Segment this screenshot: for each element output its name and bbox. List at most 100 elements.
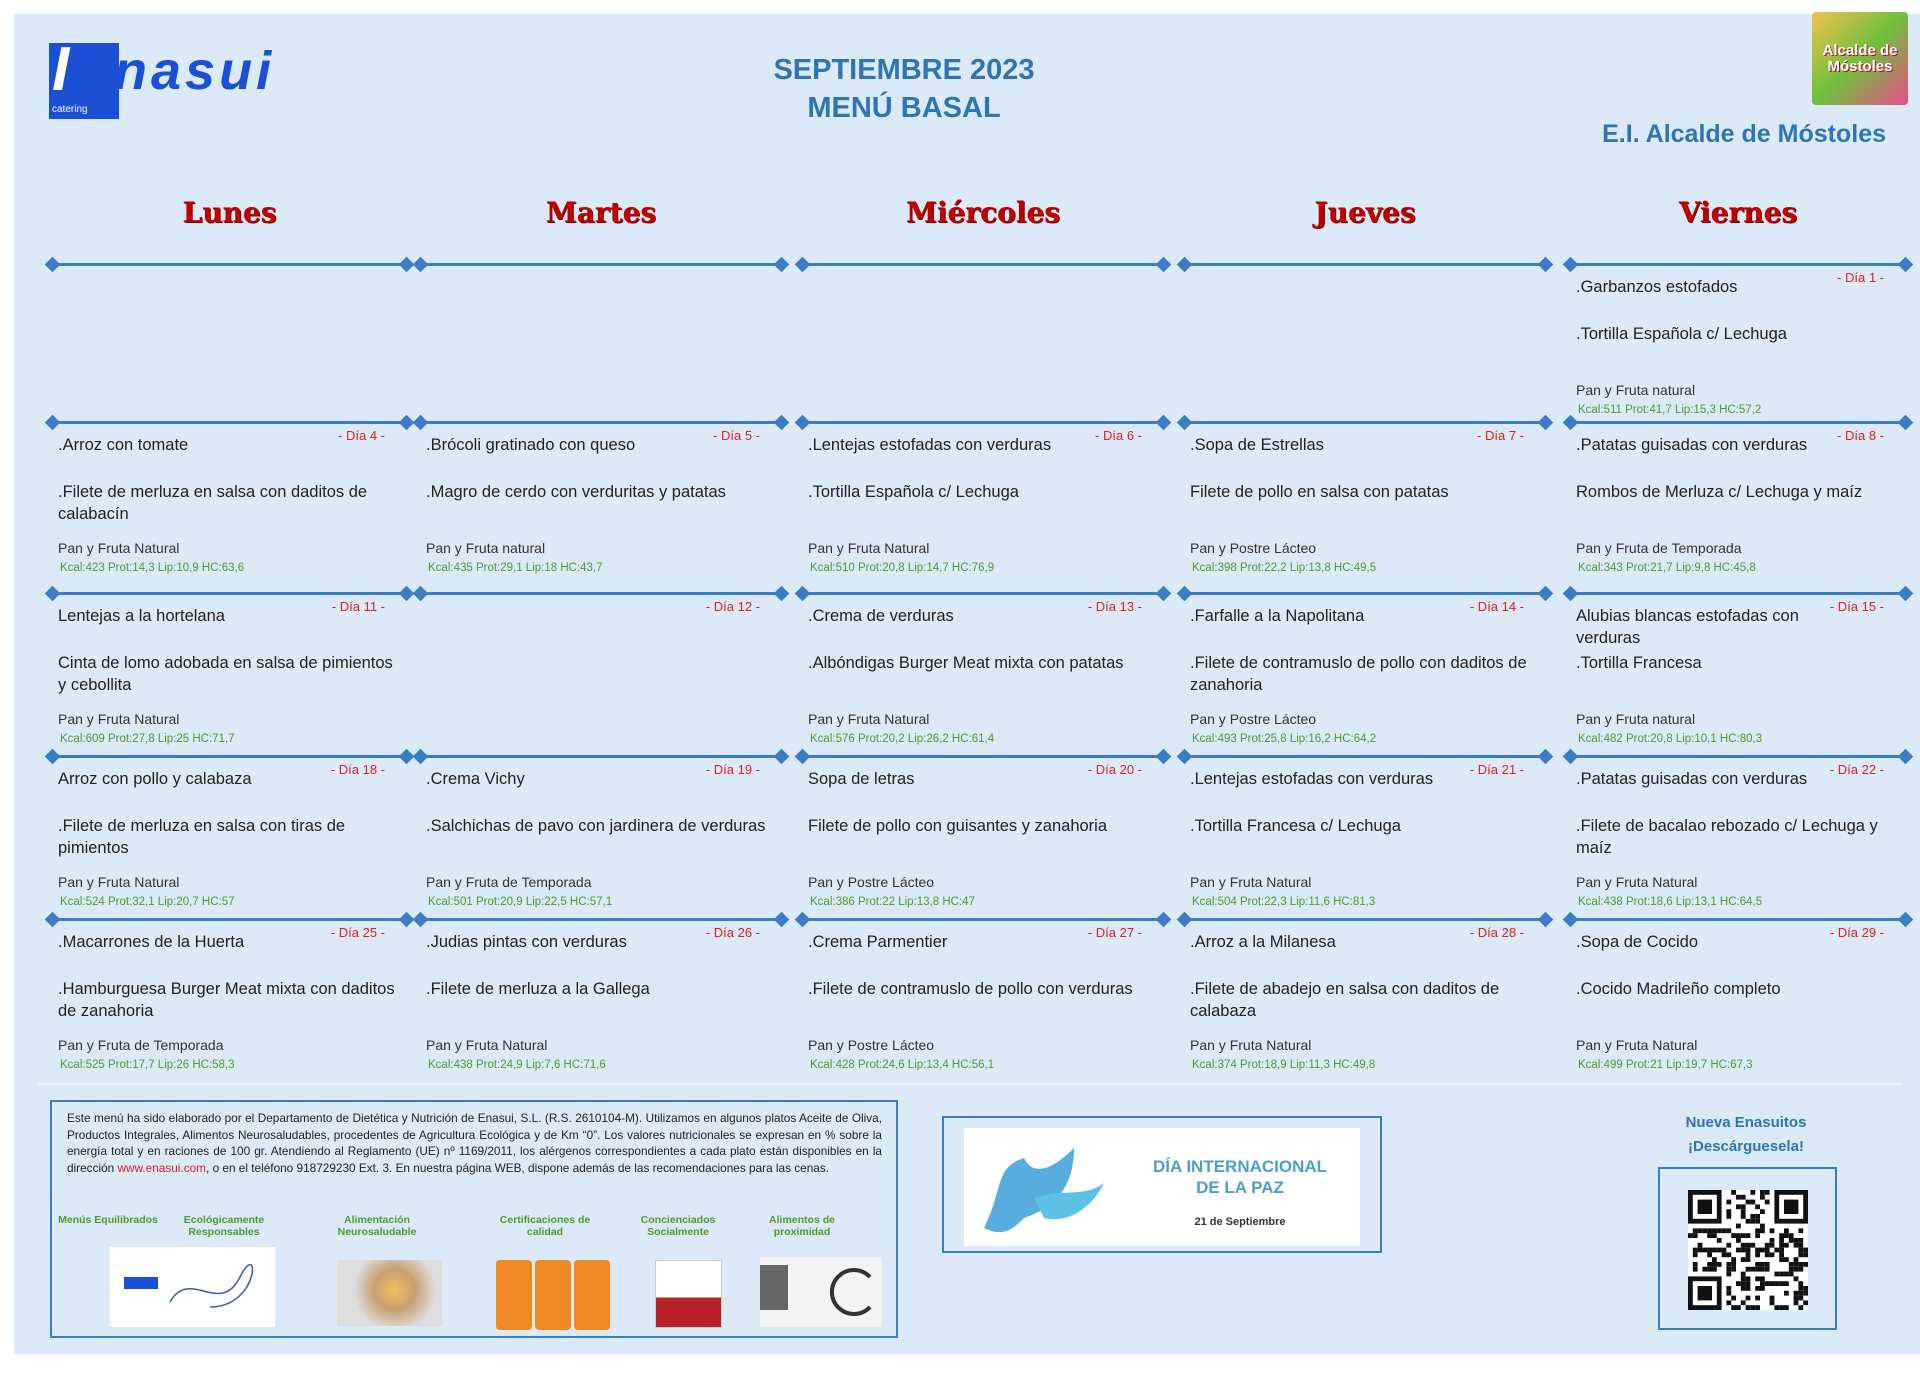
qr-module — [1712, 1266, 1717, 1272]
qr-module — [1712, 1262, 1717, 1267]
dish: Sopa de letras — [808, 770, 915, 788]
day-label: - Día 27 - — [1087, 925, 1142, 940]
qr-module — [1803, 1247, 1808, 1253]
dish: .Judias pintas con verduras — [426, 933, 627, 951]
qr-module — [1726, 1214, 1732, 1219]
qr-module — [1745, 1295, 1751, 1301]
separator — [1176, 748, 1554, 765]
qr-module — [1769, 1242, 1775, 1248]
qr-module — [1788, 1266, 1794, 1272]
separator — [1562, 911, 1914, 928]
dish: .Lentejas estofadas con verduras — [808, 436, 1052, 454]
dish: .Crema Vichy — [426, 770, 525, 788]
qr-module — [1697, 1242, 1703, 1248]
day-cell: - Día 25 - .Macarrones de la Huerta .Hambu… — [52, 921, 407, 1076]
separator — [44, 414, 415, 431]
day-label: - Día 20 - — [1087, 762, 1142, 777]
day-header: Miércoles — [905, 196, 1061, 229]
qr-module — [1692, 1233, 1698, 1238]
qr-module — [1736, 1247, 1741, 1253]
qr-module — [1750, 1218, 1756, 1224]
qr-module — [1736, 1305, 1741, 1310]
qr-module — [1803, 1300, 1808, 1306]
dish: .Farfalle a la Napolitana — [1190, 607, 1365, 625]
qr-module — [1779, 1281, 1784, 1286]
qr-module — [1726, 1266, 1732, 1272]
qr-module — [1726, 1290, 1732, 1296]
qr-module — [1702, 1247, 1708, 1253]
nutrition: Kcal:609 Prot:27,8 Lip:25 HC:71,7 — [60, 733, 235, 745]
dish: .Sopa de Cocido — [1576, 933, 1699, 951]
qr-module — [1707, 1233, 1712, 1238]
qr-module — [1769, 1300, 1775, 1306]
day-label: - Día 22 - — [1829, 762, 1884, 777]
qr-module — [1774, 1247, 1780, 1253]
side-dish: Pan y Fruta Natural — [58, 540, 180, 556]
day-cell: - Día 14 - .Farfalle a la Napolitana .File… — [1184, 595, 1546, 750]
dish: Alubias blancas estofadas con verduras — [1576, 607, 1799, 647]
side-dish: Pan y Fruta natural — [1576, 711, 1696, 727]
qr-module — [1798, 1266, 1804, 1272]
logo-card — [110, 1247, 275, 1327]
qr-module — [1784, 1257, 1789, 1262]
qr-module — [1726, 1242, 1732, 1248]
qr-module — [1793, 1242, 1799, 1248]
separator — [412, 748, 790, 765]
nutrition: Kcal:343 Prot:21,7 Lip:9,8 HC:45,8 — [1578, 562, 1756, 574]
dish: .Patatas guisadas con verduras — [1576, 436, 1808, 454]
qr-module — [1755, 1295, 1760, 1301]
qr-module — [1726, 1300, 1732, 1306]
qr-module — [1784, 1242, 1789, 1248]
signature — [169, 1263, 254, 1308]
qr-module — [1716, 1228, 1722, 1234]
qr-module — [1745, 1305, 1751, 1310]
qr-module — [1726, 1228, 1732, 1234]
qr-module — [1779, 1271, 1784, 1277]
qr-module — [1692, 1252, 1698, 1258]
qr-module — [1793, 1266, 1799, 1272]
qr-module — [1755, 1305, 1760, 1310]
dish: Cinta de lomo adobada en salsa de pimien… — [58, 654, 393, 694]
dish: Filete de pollo con guisantes y zanahori… — [808, 817, 1108, 835]
food-photo — [337, 1260, 442, 1326]
nutrition: Kcal:501 Prot:20,9 Lip:22,5 HC:57,1 — [428, 896, 613, 908]
qr-module — [1745, 1233, 1751, 1238]
gluten-badge — [655, 1260, 722, 1328]
qr-module — [1793, 1295, 1799, 1301]
qr-module — [1803, 1262, 1808, 1267]
qr-module — [1721, 1228, 1727, 1234]
qr-module — [1731, 1305, 1736, 1310]
qr-module — [1803, 1290, 1808, 1296]
separator — [1176, 256, 1554, 273]
side-dish: Pan y Fruta natural — [1576, 382, 1696, 398]
qr-module — [1740, 1242, 1746, 1248]
qr-module — [1764, 1262, 1770, 1267]
qr-module — [1697, 1247, 1703, 1253]
qr-module — [1740, 1247, 1746, 1253]
separator — [1176, 585, 1554, 602]
qr-module — [1697, 1286, 1712, 1301]
qr-module — [1784, 1281, 1789, 1286]
qr-module — [1760, 1266, 1765, 1272]
cert-badge — [574, 1260, 610, 1330]
qr-module — [1774, 1305, 1780, 1310]
logo-text: enasui — [80, 41, 276, 101]
nutrition: Kcal:576 Prot:20,2 Lip:26,2 HC:61,4 — [810, 733, 995, 745]
qr-module — [1745, 1281, 1751, 1286]
logo-sub: catering — [52, 104, 88, 115]
day-label: - Día 25 - — [330, 925, 385, 940]
day-cell: - Día 27 - .Crema Parmentier .Filete de co… — [802, 921, 1164, 1076]
side-dish: Pan y Postre Lácteo — [808, 874, 935, 890]
day-label: - Día 8 - — [1837, 428, 1884, 443]
separator — [412, 911, 790, 928]
quality-label: Concienciados Socialmente — [640, 1214, 716, 1238]
dish: .Filete de contramuslo de pollo con verd… — [808, 980, 1133, 998]
separator — [412, 414, 790, 431]
separator — [1562, 585, 1914, 602]
qr-module — [1712, 1228, 1717, 1234]
qr-module — [1697, 1199, 1712, 1214]
mini-logo — [124, 1277, 158, 1289]
nutrition: Kcal:493 Prot:25,8 Lip:16,2 HC:64,2 — [1192, 733, 1377, 745]
qr-module — [1793, 1262, 1799, 1267]
qr-module — [1726, 1209, 1732, 1214]
